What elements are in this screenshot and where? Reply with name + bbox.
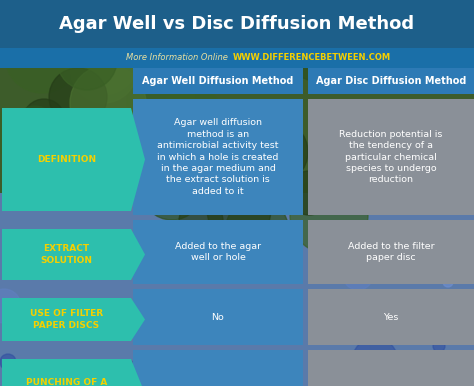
- Circle shape: [352, 338, 398, 384]
- Text: No: No: [211, 313, 224, 322]
- Circle shape: [0, 111, 32, 155]
- Circle shape: [85, 126, 129, 170]
- Polygon shape: [2, 229, 145, 280]
- Text: Agar Disc Diffusion Method: Agar Disc Diffusion Method: [316, 76, 466, 86]
- Circle shape: [139, 110, 171, 142]
- Circle shape: [139, 300, 181, 342]
- Circle shape: [127, 66, 195, 134]
- Circle shape: [217, 264, 231, 278]
- Circle shape: [5, 19, 79, 93]
- Text: Yes: Yes: [383, 313, 399, 322]
- FancyBboxPatch shape: [133, 99, 303, 215]
- Circle shape: [423, 0, 474, 63]
- FancyBboxPatch shape: [308, 220, 474, 284]
- Text: Agar Well Diffusion Method: Agar Well Diffusion Method: [142, 76, 294, 86]
- Text: Reduction potential is
the tendency of a
particular chemical
species to undergo
: Reduction potential is the tendency of a…: [339, 130, 443, 185]
- Circle shape: [132, 312, 160, 340]
- Circle shape: [49, 68, 107, 126]
- Text: Added to the agar
well or hole: Added to the agar well or hole: [175, 242, 261, 262]
- Circle shape: [290, 176, 368, 254]
- Text: Agar well diffusion
method is an
antimicrobial activity test
in which a hole is : Agar well diffusion method is an antimic…: [157, 118, 279, 196]
- Text: PUNCHING OF A
HOLE ON THE
AGAR MEDIUM: PUNCHING OF A HOLE ON THE AGAR MEDIUM: [26, 378, 107, 386]
- Circle shape: [162, 363, 202, 386]
- FancyBboxPatch shape: [0, 193, 474, 386]
- Circle shape: [127, 157, 165, 195]
- Circle shape: [438, 62, 462, 86]
- Circle shape: [408, 45, 444, 81]
- Circle shape: [160, 87, 224, 151]
- Circle shape: [273, 0, 339, 54]
- Polygon shape: [2, 359, 145, 386]
- Circle shape: [179, 199, 223, 243]
- Circle shape: [141, 158, 203, 220]
- Circle shape: [32, 141, 94, 203]
- Circle shape: [57, 30, 117, 90]
- Circle shape: [148, 295, 182, 329]
- Circle shape: [6, 142, 50, 186]
- Circle shape: [338, 105, 378, 145]
- Circle shape: [287, 171, 331, 215]
- Circle shape: [15, 106, 55, 146]
- FancyBboxPatch shape: [0, 0, 474, 48]
- Polygon shape: [2, 108, 145, 211]
- Text: WWW.DIFFERENCEBETWEEN.COM: WWW.DIFFERENCEBETWEEN.COM: [233, 54, 391, 63]
- FancyBboxPatch shape: [308, 68, 474, 94]
- Circle shape: [395, 30, 429, 64]
- Circle shape: [392, 113, 460, 181]
- FancyBboxPatch shape: [308, 99, 474, 215]
- Circle shape: [370, 336, 390, 356]
- Circle shape: [316, 0, 366, 33]
- Circle shape: [185, 111, 245, 171]
- Text: Added to the filter
paper disc: Added to the filter paper disc: [348, 242, 434, 262]
- Text: EXTRACT
SOLUTION: EXTRACT SOLUTION: [40, 244, 92, 264]
- Text: More Information Online: More Information Online: [126, 54, 233, 63]
- Circle shape: [0, 354, 16, 370]
- Circle shape: [168, 249, 186, 267]
- Text: USE OF FILTER
PAPER DISCS: USE OF FILTER PAPER DISCS: [30, 310, 103, 330]
- Circle shape: [363, 239, 391, 267]
- Text: Agar Well vs Disc Diffusion Method: Agar Well vs Disc Diffusion Method: [59, 15, 415, 33]
- FancyBboxPatch shape: [133, 350, 303, 386]
- Circle shape: [282, 11, 352, 81]
- Circle shape: [306, 0, 362, 50]
- Circle shape: [158, 42, 198, 82]
- Circle shape: [140, 5, 210, 75]
- Circle shape: [244, 120, 308, 184]
- Circle shape: [71, 37, 137, 103]
- Circle shape: [235, 365, 277, 386]
- FancyBboxPatch shape: [133, 289, 303, 345]
- Circle shape: [190, 156, 236, 202]
- Circle shape: [343, 260, 373, 290]
- Circle shape: [181, 0, 247, 37]
- Circle shape: [70, 65, 146, 141]
- FancyBboxPatch shape: [308, 350, 474, 386]
- Circle shape: [75, 150, 133, 208]
- FancyBboxPatch shape: [133, 68, 303, 94]
- Circle shape: [82, 47, 118, 83]
- Circle shape: [55, 363, 75, 383]
- Circle shape: [23, 99, 65, 141]
- Circle shape: [443, 277, 453, 287]
- Circle shape: [12, 248, 40, 276]
- Circle shape: [64, 19, 140, 95]
- Circle shape: [0, 289, 21, 323]
- FancyBboxPatch shape: [0, 0, 474, 193]
- FancyBboxPatch shape: [133, 220, 303, 284]
- Circle shape: [123, 361, 137, 375]
- Circle shape: [209, 236, 231, 258]
- FancyBboxPatch shape: [308, 289, 474, 345]
- Circle shape: [433, 340, 445, 352]
- Text: DEFINITION: DEFINITION: [37, 155, 96, 164]
- Circle shape: [225, 199, 289, 263]
- Circle shape: [422, 372, 444, 386]
- FancyBboxPatch shape: [0, 48, 474, 68]
- Circle shape: [207, 178, 271, 242]
- Polygon shape: [2, 298, 145, 341]
